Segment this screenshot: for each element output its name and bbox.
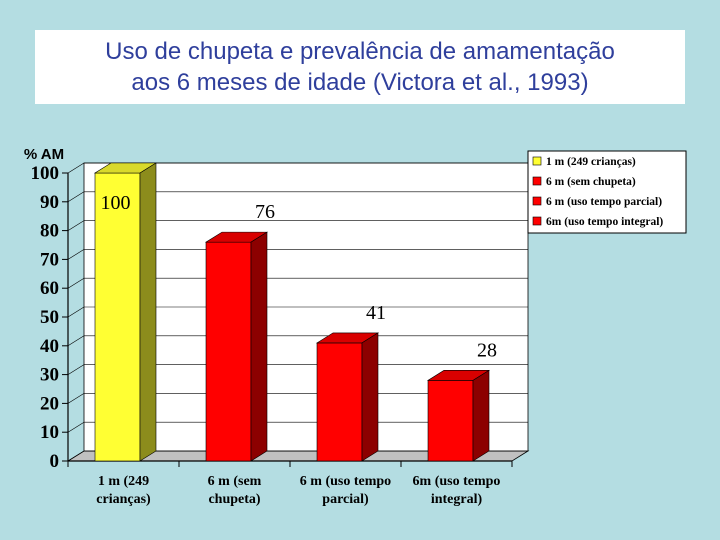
x-tick-label: 6m (uso tempo	[413, 474, 501, 489]
x-tick-label: crianças)	[96, 492, 151, 507]
y-tick-label: 90	[40, 192, 59, 213]
gridline-side	[67, 393, 85, 404]
y-tick-label: 10	[40, 422, 59, 443]
legend-box	[527, 150, 687, 234]
chart-title-line-2: aos 6 meses de idade (Victora et al., 19…	[131, 69, 589, 96]
y-tick-label: 70	[40, 249, 59, 270]
gridline-side	[67, 306, 85, 318]
x-tick-label: 1 m (249	[98, 474, 149, 489]
x-tick-label: integral)	[431, 492, 483, 507]
gridline-side	[67, 277, 85, 289]
bar-side	[250, 231, 268, 462]
gridline-side	[67, 335, 85, 347]
data-label: 28	[477, 339, 497, 361]
bar-side	[139, 162, 157, 462]
y-tick-label: 0	[50, 451, 60, 472]
bar	[316, 342, 363, 462]
data-label: 76	[255, 201, 275, 223]
x-tick-label: 6 m (sem	[208, 474, 262, 489]
legend-label: 1 m (249 crianças)	[546, 156, 636, 168]
legend-swatch	[532, 196, 542, 206]
y-tick-label: 40	[40, 336, 59, 357]
gridline-side	[67, 220, 85, 231]
data-label: 41	[366, 302, 386, 324]
y-tick-label: 20	[40, 393, 59, 414]
bar	[94, 172, 141, 462]
bar	[427, 380, 474, 462]
gridline-side	[67, 191, 85, 203]
y-tick-label: 80	[40, 221, 59, 242]
x-tick-label: 6 m (uso tempo	[300, 474, 391, 489]
y-axis-label: % AM	[24, 146, 64, 163]
y-tick-label: 100	[31, 163, 60, 184]
bar	[205, 241, 252, 462]
gridline-side	[67, 364, 85, 375]
y-tick-label: 60	[40, 278, 59, 299]
y-tick-label: 50	[40, 307, 59, 328]
bar-side	[472, 369, 490, 462]
legend-swatch	[532, 176, 542, 186]
gridline-side	[67, 421, 85, 433]
y-tick-label: 30	[40, 365, 59, 386]
bar-side	[361, 332, 379, 462]
data-label: 100	[101, 192, 131, 214]
x-tick-label: parcial)	[322, 492, 369, 507]
legend-swatch	[532, 216, 542, 226]
chart-title-line-1: Uso de chupeta e prevalência de amamenta…	[105, 38, 615, 65]
legend-label: 6 m (uso tempo parcial)	[546, 196, 662, 208]
gridline-side	[67, 249, 85, 260]
x-tick-label: chupeta)	[208, 492, 260, 507]
legend-swatch	[532, 156, 542, 166]
legend-label: 6m (uso tempo integral)	[546, 216, 663, 228]
chart-title-box: Uso de chupeta e prevalência de amamenta…	[35, 30, 685, 104]
gridline-side	[67, 450, 85, 462]
gridline-side	[67, 162, 85, 174]
legend-label: 6 m (sem chupeta)	[546, 176, 636, 188]
